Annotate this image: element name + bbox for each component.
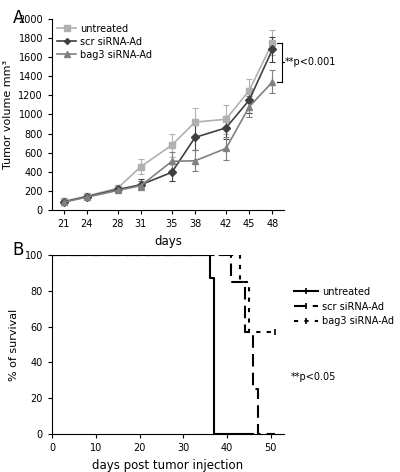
Text: **p<0.001: **p<0.001 bbox=[285, 58, 336, 67]
Legend: untreated, scr siRNA-Ad, bag3 siRNA-Ad: untreated, scr siRNA-Ad, bag3 siRNA-Ad bbox=[57, 24, 152, 59]
Y-axis label: Tumor volume mm³: Tumor volume mm³ bbox=[3, 60, 13, 169]
Text: **p<0.05: **p<0.05 bbox=[291, 372, 336, 382]
X-axis label: days post tumor injection: days post tumor injection bbox=[92, 459, 244, 472]
X-axis label: days: days bbox=[154, 235, 182, 248]
Text: B: B bbox=[12, 241, 24, 259]
Text: A: A bbox=[12, 9, 24, 27]
Legend: untreated, scr siRNA-Ad, bag3 siRNA-Ad: untreated, scr siRNA-Ad, bag3 siRNA-Ad bbox=[294, 287, 394, 326]
Y-axis label: % of survival: % of survival bbox=[9, 308, 19, 381]
